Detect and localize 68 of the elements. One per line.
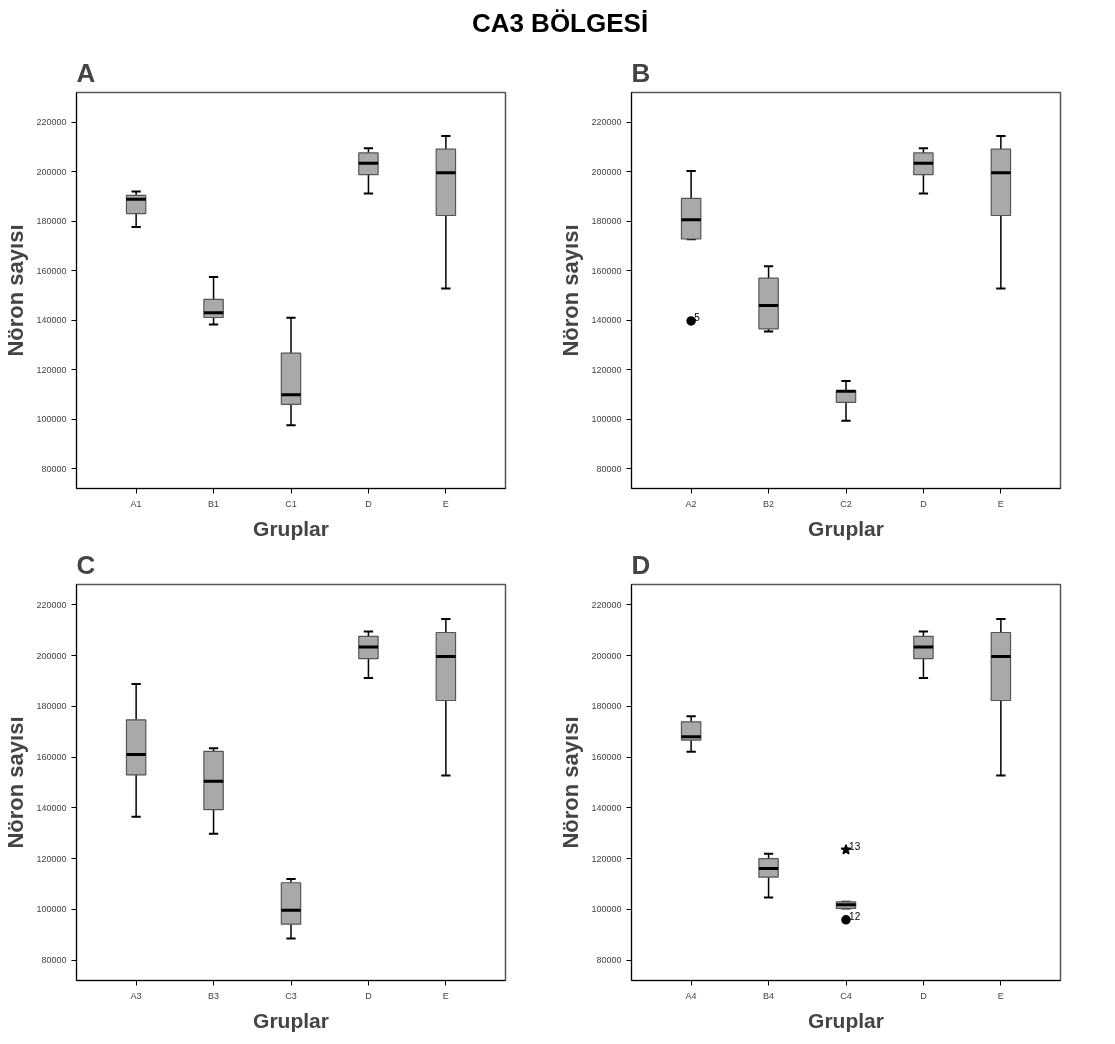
chart-title: C	[76, 549, 96, 580]
x-tick-label: D	[365, 990, 373, 1001]
y-tick-label: 80000	[596, 463, 622, 474]
annotation: 13	[849, 840, 861, 852]
y-tick-label: 200000	[36, 650, 67, 661]
y-tick-label: 200000	[36, 166, 67, 177]
x-tick-label: B1	[208, 498, 220, 509]
y-tick-label: 140000	[36, 802, 67, 813]
y-tick-label: 180000	[36, 701, 67, 712]
y-tick-label: 100000	[36, 414, 67, 425]
y-tick-label: 160000	[36, 265, 67, 276]
y-tick-label: 140000	[591, 802, 622, 813]
chart-title: D	[631, 549, 651, 580]
x-tick-label: D	[365, 498, 373, 509]
y-tick-label: 160000	[36, 752, 67, 763]
x-axis-title: Gruplar	[808, 516, 884, 540]
x-tick-label: B3	[208, 990, 220, 1001]
x-tick-label: B4	[763, 990, 775, 1001]
x-tick-label: C3	[285, 990, 297, 1001]
x-tick-label: E	[442, 498, 449, 509]
y-axis-title: Nöron sayısı	[558, 224, 584, 357]
x-tick-label: C4	[840, 990, 852, 1001]
y-tick-label: 180000	[591, 216, 622, 227]
x-tick-label: C2	[840, 498, 852, 509]
y-tick-label: 160000	[591, 265, 622, 276]
annotation: 12	[849, 910, 861, 922]
chart-title: A	[76, 57, 96, 88]
y-tick-label: 200000	[591, 650, 622, 661]
y-tick-label: 100000	[591, 904, 622, 915]
y-tick-label: 220000	[36, 117, 67, 128]
x-tick-label: D	[920, 990, 928, 1001]
y-axis-title: Nöron sayısı	[3, 716, 29, 849]
y-tick-label: 120000	[591, 364, 622, 375]
x-axis-title: Gruplar	[253, 1008, 329, 1032]
x-tick-label: D	[920, 498, 928, 509]
y-axis-title: Nöron sayısı	[558, 716, 584, 849]
y-tick-label: 140000	[591, 315, 622, 326]
y-tick-label: 220000	[591, 599, 622, 610]
y-axis-title: Nöron sayısı	[3, 224, 29, 357]
x-tick-label: E	[442, 990, 449, 1001]
x-tick-label: C1	[285, 498, 297, 509]
y-tick-label: 180000	[591, 701, 622, 712]
text: CA3 BÖLGESİ	[470, 7, 650, 40]
y-tick-label: 120000	[591, 853, 622, 864]
x-tick-label: A3	[130, 990, 142, 1001]
x-tick-label: E	[997, 498, 1004, 509]
chart-title: B	[631, 57, 651, 88]
y-tick-label: 220000	[36, 599, 67, 610]
x-tick-label: A2	[685, 498, 697, 509]
x-tick-label: A4	[685, 990, 697, 1001]
y-tick-label: 100000	[591, 414, 622, 425]
x-tick-label: A1	[130, 498, 142, 509]
annotation: 5	[694, 311, 701, 323]
y-tick-label: 100000	[36, 904, 67, 915]
x-tick-label: E	[997, 990, 1004, 1001]
y-tick-label: 140000	[36, 315, 67, 326]
y-tick-label: 80000	[596, 955, 622, 966]
y-tick-label: 200000	[591, 166, 622, 177]
y-tick-label: 120000	[36, 364, 67, 375]
y-tick-label: 220000	[591, 117, 622, 128]
y-tick-label: 160000	[591, 752, 622, 763]
y-tick-label: 80000	[41, 955, 67, 966]
y-tick-label: 120000	[36, 853, 67, 864]
y-tick-label: 80000	[41, 463, 67, 474]
y-tick-label: 180000	[36, 216, 67, 227]
x-axis-title: Gruplar	[808, 1008, 884, 1032]
x-tick-label: B2	[763, 498, 775, 509]
x-axis-title: Gruplar	[253, 516, 329, 540]
